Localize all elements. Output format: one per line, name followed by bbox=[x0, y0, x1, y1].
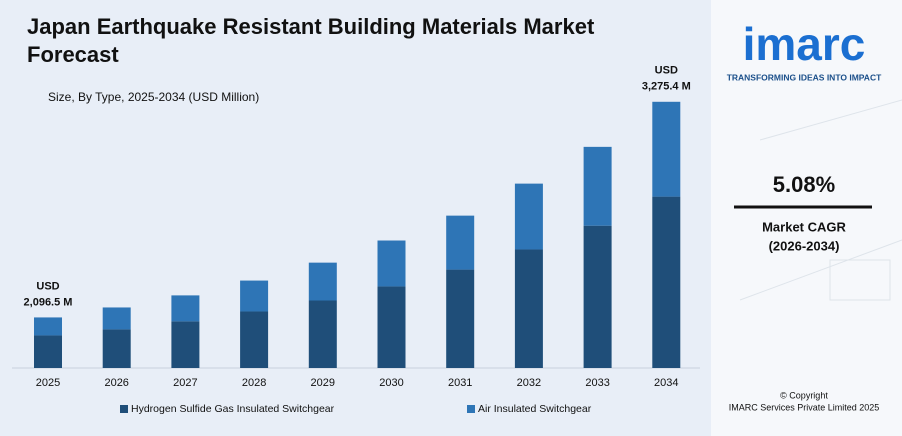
legend-label: Air Insulated Switchgear bbox=[478, 403, 592, 415]
bar-segment bbox=[102, 307, 131, 330]
subtitle: Size, By Type, 2025-2034 (USD Million) bbox=[48, 90, 259, 104]
bar-segment bbox=[652, 196, 681, 368]
x-tick-label: 2031 bbox=[448, 377, 472, 389]
chart-title: Japan Earthquake Resistant Building Mate… bbox=[27, 14, 595, 67]
bar-segment bbox=[34, 317, 62, 336]
bar-segment bbox=[240, 311, 269, 368]
annotation-prefix: USD bbox=[655, 65, 678, 77]
legend-label: Hydrogen Sulfide Gas Insulated Switchgea… bbox=[131, 403, 335, 415]
copyright: © Copyright bbox=[780, 390, 828, 400]
bar-segment bbox=[377, 286, 406, 368]
side-panel bbox=[711, 0, 902, 436]
x-tick-label: 2034 bbox=[654, 377, 678, 389]
x-tick-label: 2029 bbox=[311, 377, 335, 389]
legend-swatch bbox=[120, 405, 128, 413]
bar-segment bbox=[34, 335, 62, 368]
tagline: TRANSFORMING IDEAS INTO IMPACT bbox=[727, 72, 882, 82]
bar-segment bbox=[171, 321, 200, 368]
bar-segment bbox=[377, 240, 406, 287]
x-tick-label: 2033 bbox=[585, 377, 609, 389]
bar-segment bbox=[652, 101, 681, 197]
bar-segment bbox=[240, 280, 269, 312]
cagr-label: Market CAGR bbox=[762, 219, 846, 234]
annotation-value: 2,096.5 M bbox=[24, 296, 73, 308]
bar-segment bbox=[308, 300, 337, 368]
annotation-value: 3,275.4 M bbox=[642, 81, 691, 93]
bar-segment bbox=[102, 329, 131, 368]
logo: imarc bbox=[743, 18, 866, 70]
legend-swatch bbox=[467, 405, 475, 413]
bar-segment bbox=[308, 262, 337, 301]
cagr-period: (2026-2034) bbox=[769, 238, 840, 253]
bar-segment bbox=[171, 295, 200, 322]
bar-segment bbox=[446, 269, 475, 368]
x-tick-label: 2028 bbox=[242, 377, 266, 389]
side-decor bbox=[739, 99, 902, 301]
bar-segment bbox=[514, 249, 543, 368]
company: IMARC Services Private Limited 2025 bbox=[729, 402, 880, 412]
bar-segment bbox=[583, 146, 612, 226]
cagr-value: 5.08% bbox=[773, 172, 835, 197]
bar-segment bbox=[446, 215, 475, 270]
annotation-prefix: USD bbox=[36, 280, 59, 292]
x-tick-label: 2032 bbox=[517, 377, 541, 389]
x-tick-label: 2027 bbox=[173, 377, 197, 389]
bar-segment bbox=[514, 183, 543, 250]
x-tick-label: 2026 bbox=[104, 377, 128, 389]
x-tick-label: 2025 bbox=[36, 377, 60, 389]
x-tick-label: 2030 bbox=[379, 377, 403, 389]
bar-segment bbox=[583, 225, 612, 368]
